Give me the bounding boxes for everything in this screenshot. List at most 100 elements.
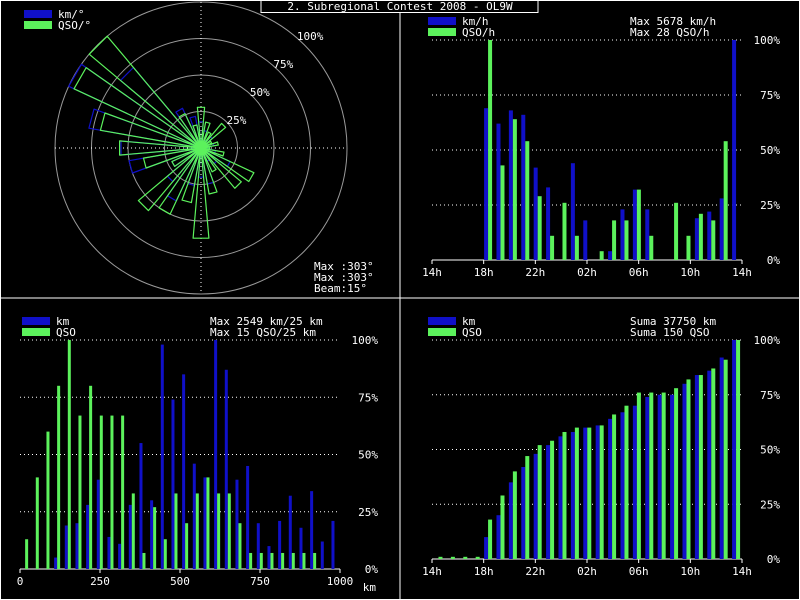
polar-ring [164,111,238,185]
polar-ring-label: 25% [226,114,246,127]
bar-qso [185,523,189,569]
bar-qso [500,165,505,260]
bar-km [670,394,675,559]
bar-km [657,394,662,559]
y-tick-label: 0% [365,563,379,576]
info-text: Max 15 QSO/25 km [210,326,316,339]
bar-qso [525,456,530,559]
bar-km [533,167,538,260]
legend-swatch [22,328,50,336]
page-title: 2. Subregional Contest 2008 - OL9W [287,0,513,13]
bar-km [203,477,207,569]
bar-km [732,40,737,260]
bar-qso [674,202,679,260]
bar-qso [612,414,617,559]
bar-qso [500,495,505,559]
y-tick-label: 75% [760,89,780,102]
x-tick-label: 10h [680,565,700,578]
bar-qso [475,556,480,559]
bar-qso [259,552,263,569]
bar-qso [206,477,210,569]
bar-qso [227,493,231,569]
bar-km [118,543,122,569]
bar-km [608,251,613,260]
legend-label: km/° [58,8,85,21]
bar-km [310,491,314,569]
bar-qso [313,552,317,569]
bar-qso [57,385,61,569]
bar-km [719,198,724,260]
polar-info-text: Max :303° [314,271,374,284]
y-tick-label: 100% [754,34,781,47]
legend-label: km [462,315,476,328]
legend-label: QSO/° [58,19,91,32]
polar-series-outline [73,35,255,239]
bar-km [128,504,132,569]
bar-qso [550,235,555,260]
bar-qso [249,552,253,569]
y-tick-label: 0% [767,553,781,566]
bar-qso [163,539,167,569]
y-tick-label: 75% [760,389,780,402]
y-tick-label: 100% [352,334,379,347]
bar-km [732,340,737,559]
bar-km [496,515,501,559]
legend-label: QSO [462,326,482,339]
bar-km [64,525,68,569]
info-text: Max 28 QSO/h [630,26,709,39]
y-tick-label: 25% [760,199,780,212]
bar-qso [153,507,157,569]
bar-qso [291,552,295,569]
bar-qso [217,493,221,569]
bar-km [707,211,712,260]
x-tick-label: 18h [474,266,494,279]
cumulative-chart-panel: 0% 25% 50% 75% 100% 14h 18h 22h 02h 06h 10h 14h kmQS… [422,315,780,578]
legend-swatch [428,328,456,336]
y-tick-label: 25% [760,498,780,511]
legend-swatch [22,317,50,325]
y-tick-label: 75% [358,391,378,404]
bar-qso [195,493,199,569]
legend-label: km/h [462,15,489,28]
bar-qso [25,539,29,569]
hourly-rate-chart-panel: 0% 25% 50% 75% 100% 14h 18h 22h 02h 06h 10h 14h km/h… [422,15,780,279]
bar-qso [562,431,567,559]
x-tick-label: 14h [732,565,752,578]
bar-qso [537,196,542,260]
x-tick-label: 18h [474,565,494,578]
x-tick-label: 250 [90,575,110,588]
info-text: Max 5678 km/h [630,15,716,28]
bar-km [320,541,324,569]
bar-qso [649,392,654,559]
x-tick-label: 14h [422,565,442,578]
bar-qso [686,235,691,260]
bar-qso [624,220,629,260]
y-tick-label: 50% [760,144,780,157]
x-tick-label: 10h [680,266,700,279]
bar-km [107,536,111,569]
bar-km [496,123,501,260]
bar-km [288,495,292,569]
title-box [260,0,539,13]
x-tick-label: 0 [17,575,24,588]
bar-km [620,412,625,559]
bar-km [256,523,260,569]
bar-km [214,340,218,569]
legend-swatch [428,317,456,325]
bar-qso [463,556,468,559]
bar-qso [131,493,135,569]
bar-qso [238,523,242,569]
x-tick-label: 06h [629,266,649,279]
legend-label: QSO/h [462,26,495,39]
bar-qso [78,415,82,569]
bar-qso [624,405,629,559]
bar-qso [649,235,654,260]
y-tick-label: 25% [358,506,378,519]
bar-km [694,375,699,559]
bar-km [182,374,186,569]
bar-qso [599,251,604,260]
bar-km [583,220,588,260]
bar-km [278,520,282,569]
bar-km [508,482,513,559]
bar-qso [574,427,579,559]
